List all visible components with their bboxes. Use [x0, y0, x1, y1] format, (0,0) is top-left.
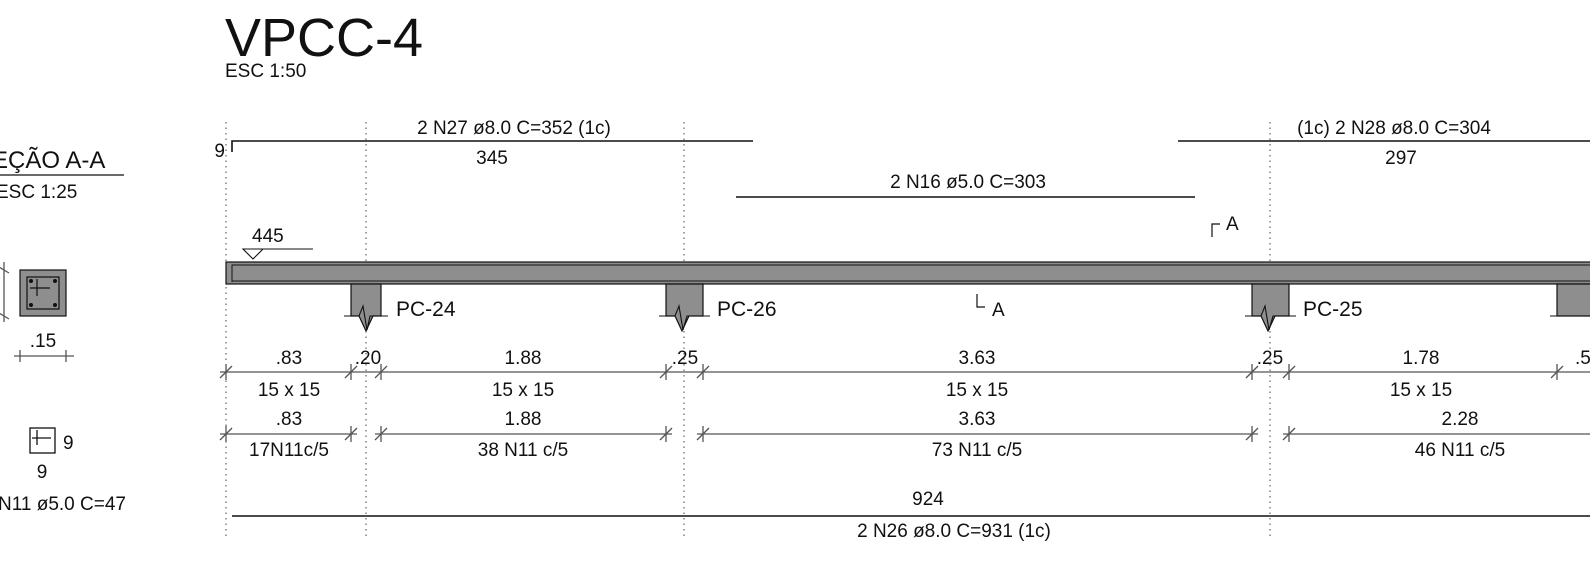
- dim-label: .25: [1257, 348, 1283, 369]
- pillar-break-icon: [1245, 303, 1296, 331]
- top-bar-left-length: 345: [476, 148, 508, 169]
- stirrup-dim-right: 9: [63, 433, 74, 454]
- drawing-scale: ESC 1:50: [225, 61, 306, 82]
- pillar-break-icon: [344, 303, 388, 331]
- dim-label: 3.63: [959, 348, 996, 369]
- bottom-bar: 924 2 N26 ø8.0 C=931 (1c): [232, 489, 1590, 542]
- dim-label: 1.88: [505, 409, 542, 430]
- beam-elevation: PC-24 PC-26 PC-25: [225, 261, 1590, 333]
- top-bar-right: (1c) 2 N28 ø8.0 C=304 297: [1178, 118, 1590, 169]
- pillar-pc-25: [1245, 283, 1296, 333]
- dim-tick: [0, 266, 10, 274]
- section-size-label: 15 x 15: [258, 380, 320, 401]
- pillar-pc-26: [659, 283, 710, 333]
- section-cut-bottom-label: A: [992, 300, 1005, 321]
- top-bar-left: 2 N27 ø8.0 C=352 (1c) 9 345: [214, 118, 753, 169]
- pillar-label: PC-26: [717, 298, 777, 321]
- section-stirrup: [26, 276, 60, 310]
- section-cut-top: A: [1211, 214, 1239, 237]
- dim-tick: [0, 312, 10, 320]
- top-bar-left-hook: 9: [214, 141, 225, 162]
- dim-ticks: [219, 364, 1564, 380]
- section-bar: [53, 303, 57, 307]
- dim-label: .83: [276, 409, 302, 430]
- cut-mark-icon: [1211, 223, 1220, 237]
- level-value: 445: [252, 226, 284, 247]
- top-bar-left-label: 2 N27 ø8.0 C=352 (1c): [417, 118, 611, 139]
- section-bar: [53, 279, 57, 283]
- section-size-label: 15 x 15: [946, 380, 1008, 401]
- dim-label: 1.78: [1403, 348, 1440, 369]
- section-cross-section: [19, 269, 67, 317]
- level-marker: 445: [241, 226, 313, 260]
- stirrup-shape: [29, 427, 56, 454]
- beam-body: [225, 261, 1590, 285]
- pillar-break-icon: [659, 303, 710, 331]
- stirrup-spacing-label: 46 N11 c/5: [1415, 440, 1505, 461]
- stirrup-label: N11 ø5.0 C=47: [0, 494, 126, 515]
- dim-label: .20: [355, 348, 381, 369]
- top-bar-right-length: 297: [1385, 148, 1417, 169]
- section-scale: ESC 1:25: [0, 182, 77, 203]
- stirrup-outline: [29, 427, 56, 454]
- stirrup-spacing-label: 17N11c/5: [249, 440, 329, 461]
- dim-label: 1.88: [505, 348, 542, 369]
- dim-label: .25: [672, 348, 698, 369]
- top-bar-right-label: (1c) 2 N28 ø8.0 C=304: [1297, 118, 1491, 139]
- pillar-pc-24: [344, 283, 388, 333]
- section-detail: EÇÃO A-A ESC 1:25 .15 9 9 N11 ø5.0 C=47: [0, 147, 126, 515]
- stirrup-spacing-label: 38 N11 c/5: [478, 440, 568, 461]
- pillar-label: PC-24: [396, 298, 456, 321]
- dimension-row-2: .83 1.88 3.63 2.28 17N11c/5 38 N11 c/5 7…: [219, 409, 1590, 461]
- stirrup-spacing-label: 73 N11 c/5: [932, 440, 1022, 461]
- top-bar-middle-label: 2 N16 ø5.0 C=303: [890, 172, 1046, 193]
- dim-label: 2.28: [1442, 409, 1479, 430]
- bottom-bar-length: 924: [912, 489, 944, 510]
- section-bar: [29, 303, 33, 307]
- section-size-label: 15 x 15: [1390, 380, 1452, 401]
- section-size-label: 15 x 15: [492, 380, 554, 401]
- stirrup-dim-bottom: 9: [37, 462, 48, 483]
- section-title: EÇÃO A-A: [0, 147, 105, 174]
- dimension-row-1: .83 .20 1.88 .25 3.63 .25 1.78 .5 15 x 1…: [219, 348, 1590, 401]
- drawing-title: VPCC-4: [225, 8, 423, 68]
- section-cut-bottom: A: [976, 294, 1005, 321]
- top-bar-middle: 2 N16 ø5.0 C=303: [736, 172, 1195, 198]
- section-concrete: [19, 269, 67, 317]
- dim-label: .5: [1575, 348, 1590, 369]
- pillar-next: [1550, 283, 1590, 317]
- pillar-label: PC-25: [1303, 298, 1363, 321]
- bottom-bar-label: 2 N26 ø8.0 C=931 (1c): [857, 521, 1051, 542]
- dim-label: 3.63: [959, 409, 996, 430]
- axis-lines: [225, 122, 1271, 540]
- dim-label: .83: [276, 348, 302, 369]
- level-triangle-icon: [241, 248, 265, 260]
- beam-top-rebar: [231, 264, 1590, 282]
- section-width-label: .15: [30, 331, 56, 352]
- top-bar-left-line: [231, 140, 753, 152]
- section-cut-top-label: A: [1226, 214, 1239, 235]
- section-bar: [29, 279, 33, 283]
- pillar-body: [1556, 283, 1590, 317]
- dim-ticks: [219, 426, 1296, 442]
- cut-mark-icon: [976, 294, 985, 308]
